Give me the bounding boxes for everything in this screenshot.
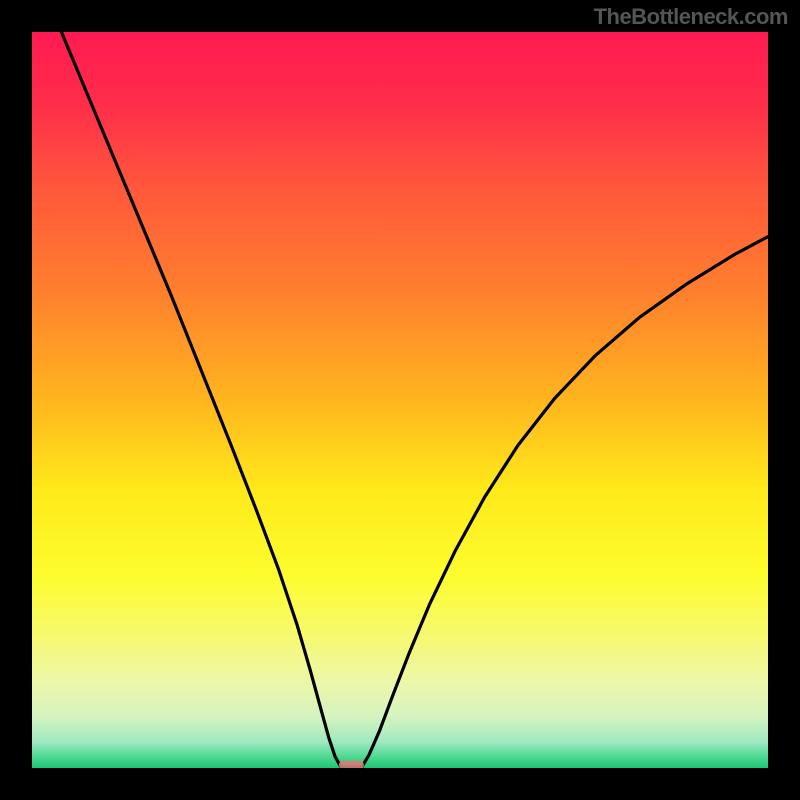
watermark-text: TheBottleneck.com [594,4,788,30]
valley-marker [339,761,364,768]
bottleneck-chart [32,32,768,768]
chart-frame: TheBottleneck.com [0,0,800,800]
gradient-background [32,32,768,768]
